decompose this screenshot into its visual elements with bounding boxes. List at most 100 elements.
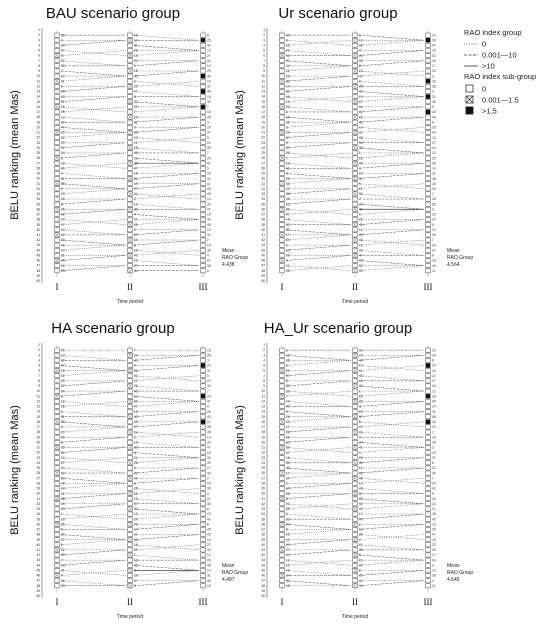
rao-box bbox=[352, 58, 358, 64]
rao-value: 10 bbox=[61, 218, 65, 222]
rao-box-cross bbox=[279, 522, 285, 527]
rao-box bbox=[200, 573, 206, 578]
rao-value: 16 bbox=[207, 584, 211, 588]
rao-box bbox=[127, 516, 133, 522]
rao-value: 4 bbox=[134, 451, 136, 455]
rank-tick: 10 bbox=[36, 389, 40, 393]
rank-tick: 3 bbox=[38, 353, 40, 357]
rao-value: 8 bbox=[432, 359, 434, 363]
rao-value: 41 bbox=[432, 248, 436, 252]
rao-value: 39 bbox=[207, 384, 211, 388]
rao-value: 39 bbox=[286, 151, 290, 155]
rao-value: 34 bbox=[286, 476, 290, 480]
rao-box bbox=[425, 450, 431, 455]
rao-value: 13 bbox=[359, 482, 363, 486]
rao-value: 1 bbox=[286, 110, 288, 114]
rank-link bbox=[60, 229, 127, 236]
rao-group-label: RAO Group bbox=[222, 570, 248, 576]
rank-link bbox=[60, 467, 127, 474]
rank-tick: 21 bbox=[261, 131, 265, 135]
rank-tick: 37 bbox=[36, 213, 40, 217]
rao-value: 18 bbox=[359, 394, 363, 398]
rao-box bbox=[425, 43, 431, 48]
rank-tick: 14 bbox=[261, 410, 265, 414]
rao-value: 29 bbox=[134, 517, 138, 521]
rao-box-cross bbox=[127, 84, 133, 89]
rao-box bbox=[200, 557, 206, 563]
rao-value: 26 bbox=[359, 456, 363, 460]
rank-tick: 26 bbox=[261, 471, 265, 475]
rank-tick: 11 bbox=[262, 394, 266, 398]
rao-box bbox=[279, 511, 285, 517]
rank-link bbox=[358, 137, 425, 143]
rao-box bbox=[127, 363, 133, 368]
rank-link bbox=[358, 260, 425, 266]
rank-tick: 27 bbox=[261, 476, 265, 480]
rao-value: 22 bbox=[359, 187, 363, 191]
rao-value: 30 bbox=[134, 161, 138, 165]
rao-value: 32 bbox=[359, 264, 363, 268]
rao-value: 20 bbox=[432, 213, 436, 217]
rao-box bbox=[279, 58, 285, 64]
rao-value: 13 bbox=[286, 202, 290, 206]
rao-value: 23 bbox=[359, 69, 363, 73]
rao-value: 26 bbox=[286, 177, 290, 181]
rank-link bbox=[60, 534, 127, 540]
rao-value: 28 bbox=[134, 146, 138, 150]
rank-link bbox=[133, 498, 200, 505]
rao-box-cross bbox=[279, 496, 285, 501]
rank-link bbox=[133, 411, 200, 417]
rao-value: 14 bbox=[359, 126, 363, 130]
rank-link bbox=[133, 229, 200, 236]
rank-tick: 42 bbox=[36, 238, 40, 242]
rank-link bbox=[60, 198, 127, 205]
rank-tick: 33 bbox=[261, 192, 265, 196]
rao-box bbox=[54, 450, 60, 455]
rank-link bbox=[60, 513, 127, 520]
rao-value: 32 bbox=[134, 177, 138, 181]
rank-link bbox=[358, 570, 425, 576]
rank-link bbox=[285, 549, 352, 556]
rao-value: 9 bbox=[61, 85, 63, 89]
rao-box-cross bbox=[127, 222, 133, 227]
rank-tick: 32 bbox=[261, 187, 265, 191]
rao-value: 21 bbox=[359, 54, 363, 58]
rank-link bbox=[60, 411, 127, 417]
rank-link bbox=[60, 559, 127, 566]
rao-value: 6 bbox=[134, 466, 136, 470]
rank-link bbox=[133, 395, 200, 402]
rao-box bbox=[279, 399, 285, 404]
rao-value: 19 bbox=[286, 487, 290, 491]
rao-box bbox=[425, 460, 431, 466]
rao-box bbox=[425, 237, 431, 243]
rank-tick: 11 bbox=[37, 79, 41, 83]
rao-value: 8 bbox=[61, 441, 63, 445]
rao-box bbox=[54, 460, 60, 466]
rao-box bbox=[127, 404, 133, 409]
rao-value: 49 bbox=[134, 420, 138, 424]
rao-value: 46 bbox=[61, 482, 65, 486]
rao-box bbox=[200, 434, 206, 440]
rank-link bbox=[60, 477, 127, 484]
rao-box bbox=[279, 263, 285, 268]
rao-value: 16 bbox=[359, 379, 363, 383]
rao-value: 32 bbox=[207, 218, 211, 222]
rao-value: 38 bbox=[134, 461, 138, 465]
rank-tick: 24 bbox=[36, 461, 40, 465]
rao-box bbox=[425, 212, 431, 217]
rank-link bbox=[60, 570, 127, 576]
rao-value: 45 bbox=[207, 430, 211, 434]
rao-box bbox=[200, 537, 206, 542]
rank-tick: 18 bbox=[36, 430, 40, 434]
rao-box-cross bbox=[54, 368, 60, 373]
rao-box bbox=[425, 368, 431, 373]
rao-value: 28 bbox=[207, 187, 211, 191]
rao-value: 43 bbox=[134, 374, 138, 378]
rank-link bbox=[60, 219, 127, 225]
rao-box bbox=[200, 542, 206, 548]
rank-tick: 12 bbox=[36, 84, 40, 88]
rao-value: 4 bbox=[359, 49, 361, 53]
rank-tick: 37 bbox=[261, 528, 265, 532]
rao-box bbox=[127, 480, 133, 486]
